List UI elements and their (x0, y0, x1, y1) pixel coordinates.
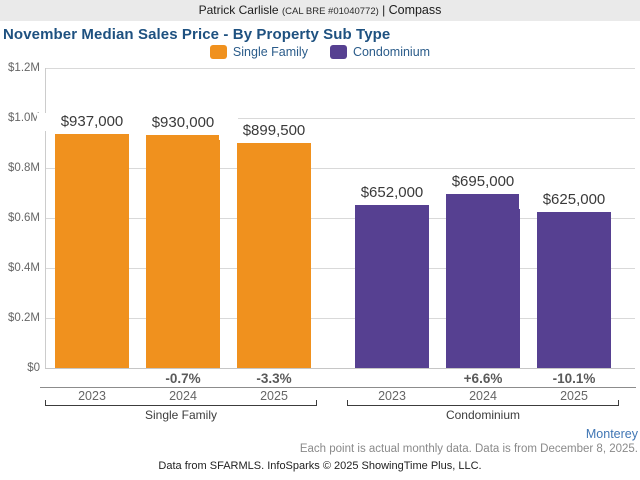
legend-item-single-family[interactable]: Single Family (209, 45, 308, 59)
gridline (45, 168, 635, 169)
gridline (45, 218, 635, 219)
pct-change-label: -3.3% (256, 371, 292, 386)
y-axis-line (45, 68, 46, 368)
chart-title: November Median Sales Price - By Propert… (3, 26, 391, 43)
year-label: 2023 (78, 389, 106, 403)
bar-single-family-2023[interactable] (55, 134, 129, 368)
y-axis-tick-label: $1.0M (8, 112, 40, 124)
gridline (45, 318, 635, 319)
legend-swatch-icon (209, 45, 227, 59)
bar-value-label: $937,000 (37, 113, 147, 131)
y-axis-tick-label: $0.6M (8, 212, 40, 224)
gridline (45, 68, 635, 69)
year-label: 2024 (469, 389, 497, 403)
bar-value-label: $625,000 (519, 191, 629, 209)
year-label: 2025 (560, 389, 588, 403)
gridline (45, 268, 635, 269)
year-label: 2024 (169, 389, 197, 403)
gridline (45, 118, 635, 119)
group-bracket (45, 400, 317, 406)
attribution-text: Data from SFARMLS. InfoSparks © 2025 Sho… (158, 460, 482, 472)
bar-value-label: $930,000 (128, 114, 238, 132)
gridline (45, 368, 635, 369)
bar-single-family-2024[interactable] (146, 135, 220, 368)
y-axis-tick-label: $1.2M (8, 62, 40, 74)
chart-legend: Single Family Condominium (0, 45, 640, 59)
y-axis-tick-label: $0.4M (8, 262, 40, 274)
bar-single-family-2025[interactable] (237, 143, 311, 368)
pct-change-label: -10.1% (552, 371, 596, 386)
legend-item-condominium[interactable]: Condominium (329, 45, 431, 59)
legend-label: Single Family (232, 45, 308, 59)
axis-separator-line (40, 387, 636, 388)
bar-condominium-2025[interactable] (537, 212, 611, 368)
bar-value-label: $695,000 (428, 173, 538, 191)
agent-name: Patrick Carlisle (198, 3, 279, 17)
y-axis-tick-label: $0 (27, 362, 40, 374)
bar-value-label: $652,000 (337, 184, 447, 202)
bar-condominium-2024[interactable] (446, 194, 520, 368)
bar-value-label: $899,500 (219, 122, 329, 140)
legend-swatch-icon (329, 45, 347, 59)
pct-change-label: -0.7% (165, 371, 201, 386)
branding-header: Patrick Carlisle (CAL BRE #01040772) | C… (0, 0, 640, 21)
y-axis-tick-label: $0.2M (8, 312, 40, 324)
pct-change-label: +6.6% (463, 371, 503, 386)
header-divider: | (382, 3, 386, 17)
bar-condominium-2023[interactable] (355, 205, 429, 368)
year-label: 2023 (378, 389, 406, 403)
legend-label: Condominium (352, 45, 431, 59)
group-bracket (347, 400, 619, 406)
region-label[interactable]: Monterey (585, 427, 638, 441)
year-label: 2025 (260, 389, 288, 403)
group-label-condominium: Condominium (445, 408, 521, 422)
y-axis-tick-label: $0.8M (8, 162, 40, 174)
data-note: Each point is actual monthly data. Data … (299, 443, 638, 455)
brand-name: Compass (388, 3, 442, 17)
group-label-single-family: Single Family (144, 408, 218, 422)
agent-license: (CAL BRE #01040772) (281, 6, 379, 17)
